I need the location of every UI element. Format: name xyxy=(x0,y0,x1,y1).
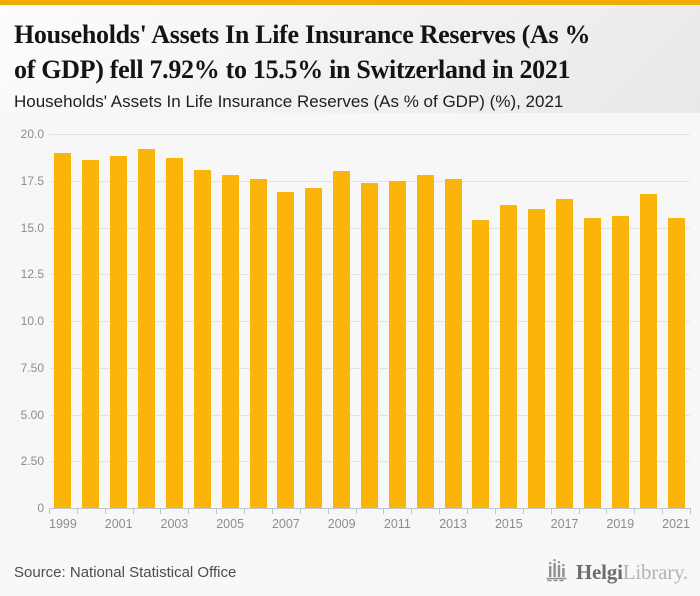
x-axis-tick xyxy=(467,509,469,514)
x-axis-line xyxy=(49,508,691,509)
bar-2021[interactable] xyxy=(667,218,685,508)
bar-2005[interactable] xyxy=(221,175,239,508)
y-axis-tick-label: 0 xyxy=(37,501,44,515)
x-axis-tick-label-2005: 2005 xyxy=(216,517,245,531)
y-axis-tick-label: 12.5 xyxy=(20,267,44,282)
bar-2008[interactable] xyxy=(305,188,323,508)
y-axis-tick-label: 20.0 xyxy=(20,127,44,141)
x-axis-tick-label-2019: 2019 xyxy=(606,517,635,531)
page-subtitle: Households' Assets In Life Insurance Res… xyxy=(14,92,564,112)
accent-topbar xyxy=(0,0,700,5)
y-axis-tick-label: 2.50 xyxy=(20,454,44,469)
x-axis-tick-label-2017: 2017 xyxy=(550,517,579,531)
x-axis-tick xyxy=(494,509,496,514)
bar-2000[interactable] xyxy=(82,160,100,508)
gridline-17.5 xyxy=(49,180,690,182)
x-axis-tick xyxy=(160,509,162,514)
bar-2012[interactable] xyxy=(416,175,434,508)
bar-chart: 0 2.50 5.00 7.50 10.0 12.5 15.0 17.5 20.0 1999 200… xyxy=(0,113,700,545)
bar-2004[interactable] xyxy=(193,169,211,508)
bar-2013[interactable] xyxy=(444,178,462,508)
x-axis-tick xyxy=(216,509,218,514)
x-axis-tick xyxy=(299,509,301,514)
x-axis-tick-label-2003: 2003 xyxy=(160,517,189,531)
y-axis-tick-label: 17.5 xyxy=(20,173,44,188)
x-axis-tick-label-1999: 1999 xyxy=(49,517,77,531)
y-axis-tick-label: 15.0 xyxy=(20,220,44,235)
x-axis-tick-label-2009: 2009 xyxy=(327,517,356,531)
bar-chart-logo-icon xyxy=(545,557,576,587)
x-axis-tick xyxy=(578,509,580,514)
x-axis-tick xyxy=(634,509,636,514)
x-axis-tick xyxy=(244,509,246,514)
logo-text-secondary: Library. xyxy=(622,559,688,584)
x-axis-tick xyxy=(188,509,190,514)
bar-2001[interactable] xyxy=(110,156,128,508)
x-axis-tick xyxy=(271,509,273,514)
x-axis-tick xyxy=(690,509,691,514)
bar-2020[interactable] xyxy=(639,193,657,508)
bar-2006[interactable] xyxy=(249,178,267,508)
x-axis-tick xyxy=(662,509,664,514)
x-axis-tick xyxy=(522,509,524,514)
footer: Source: National Statistical Office Helg… xyxy=(0,545,700,596)
page-title: Households' Assets In Life Insurance Res… xyxy=(14,20,591,84)
x-axis-tick xyxy=(355,509,357,514)
source-note: Source: National Statistical Office xyxy=(14,564,237,581)
bar-2003[interactable] xyxy=(165,158,183,508)
bar-2002[interactable] xyxy=(138,148,156,508)
x-axis-tick xyxy=(49,509,50,514)
x-axis-tick-label-2007: 2007 xyxy=(271,517,300,531)
helgi-library-logo[interactable]: Helgi Library. xyxy=(545,557,688,587)
x-axis-tick-label-2021: 2021 xyxy=(662,517,690,531)
bar-2010[interactable] xyxy=(361,182,378,508)
header: Households' Assets In Life Insurance Res… xyxy=(0,5,700,113)
x-axis-tick xyxy=(132,509,134,514)
bar-2017[interactable] xyxy=(556,199,574,508)
x-axis-tick xyxy=(327,509,329,514)
gridline-20.0 xyxy=(49,134,690,135)
x-axis-tick xyxy=(383,509,385,514)
x-axis-tick xyxy=(76,509,78,514)
bar-2009[interactable] xyxy=(333,171,351,508)
bar-2015[interactable] xyxy=(500,205,518,508)
bar-2018[interactable] xyxy=(583,218,601,508)
x-axis-tick-label-2013: 2013 xyxy=(439,517,467,531)
y-axis-tick-label: 10.0 xyxy=(20,314,44,328)
plot-area xyxy=(49,134,691,514)
bar-1999[interactable] xyxy=(54,152,72,508)
x-axis-tick-label-2015: 2015 xyxy=(494,517,523,531)
x-axis-tick-label-2001: 2001 xyxy=(104,517,133,531)
bar-2019[interactable] xyxy=(611,216,629,508)
bar-2007[interactable] xyxy=(277,191,295,508)
bar-2011[interactable] xyxy=(388,180,406,508)
x-axis-tick xyxy=(606,509,608,514)
x-axis-tick xyxy=(550,509,552,514)
x-axis-tick-label-2011: 2011 xyxy=(383,517,411,531)
x-axis-tick xyxy=(104,509,106,514)
x-axis-tick xyxy=(411,509,413,514)
bar-2016[interactable] xyxy=(528,208,546,508)
y-axis-tick-label: 7.50 xyxy=(20,360,44,375)
logo-text-primary: Helgi xyxy=(575,559,623,584)
x-axis-tick xyxy=(439,509,441,514)
bar-2014[interactable] xyxy=(472,220,490,508)
y-axis-tick-label: 5.00 xyxy=(20,407,44,422)
